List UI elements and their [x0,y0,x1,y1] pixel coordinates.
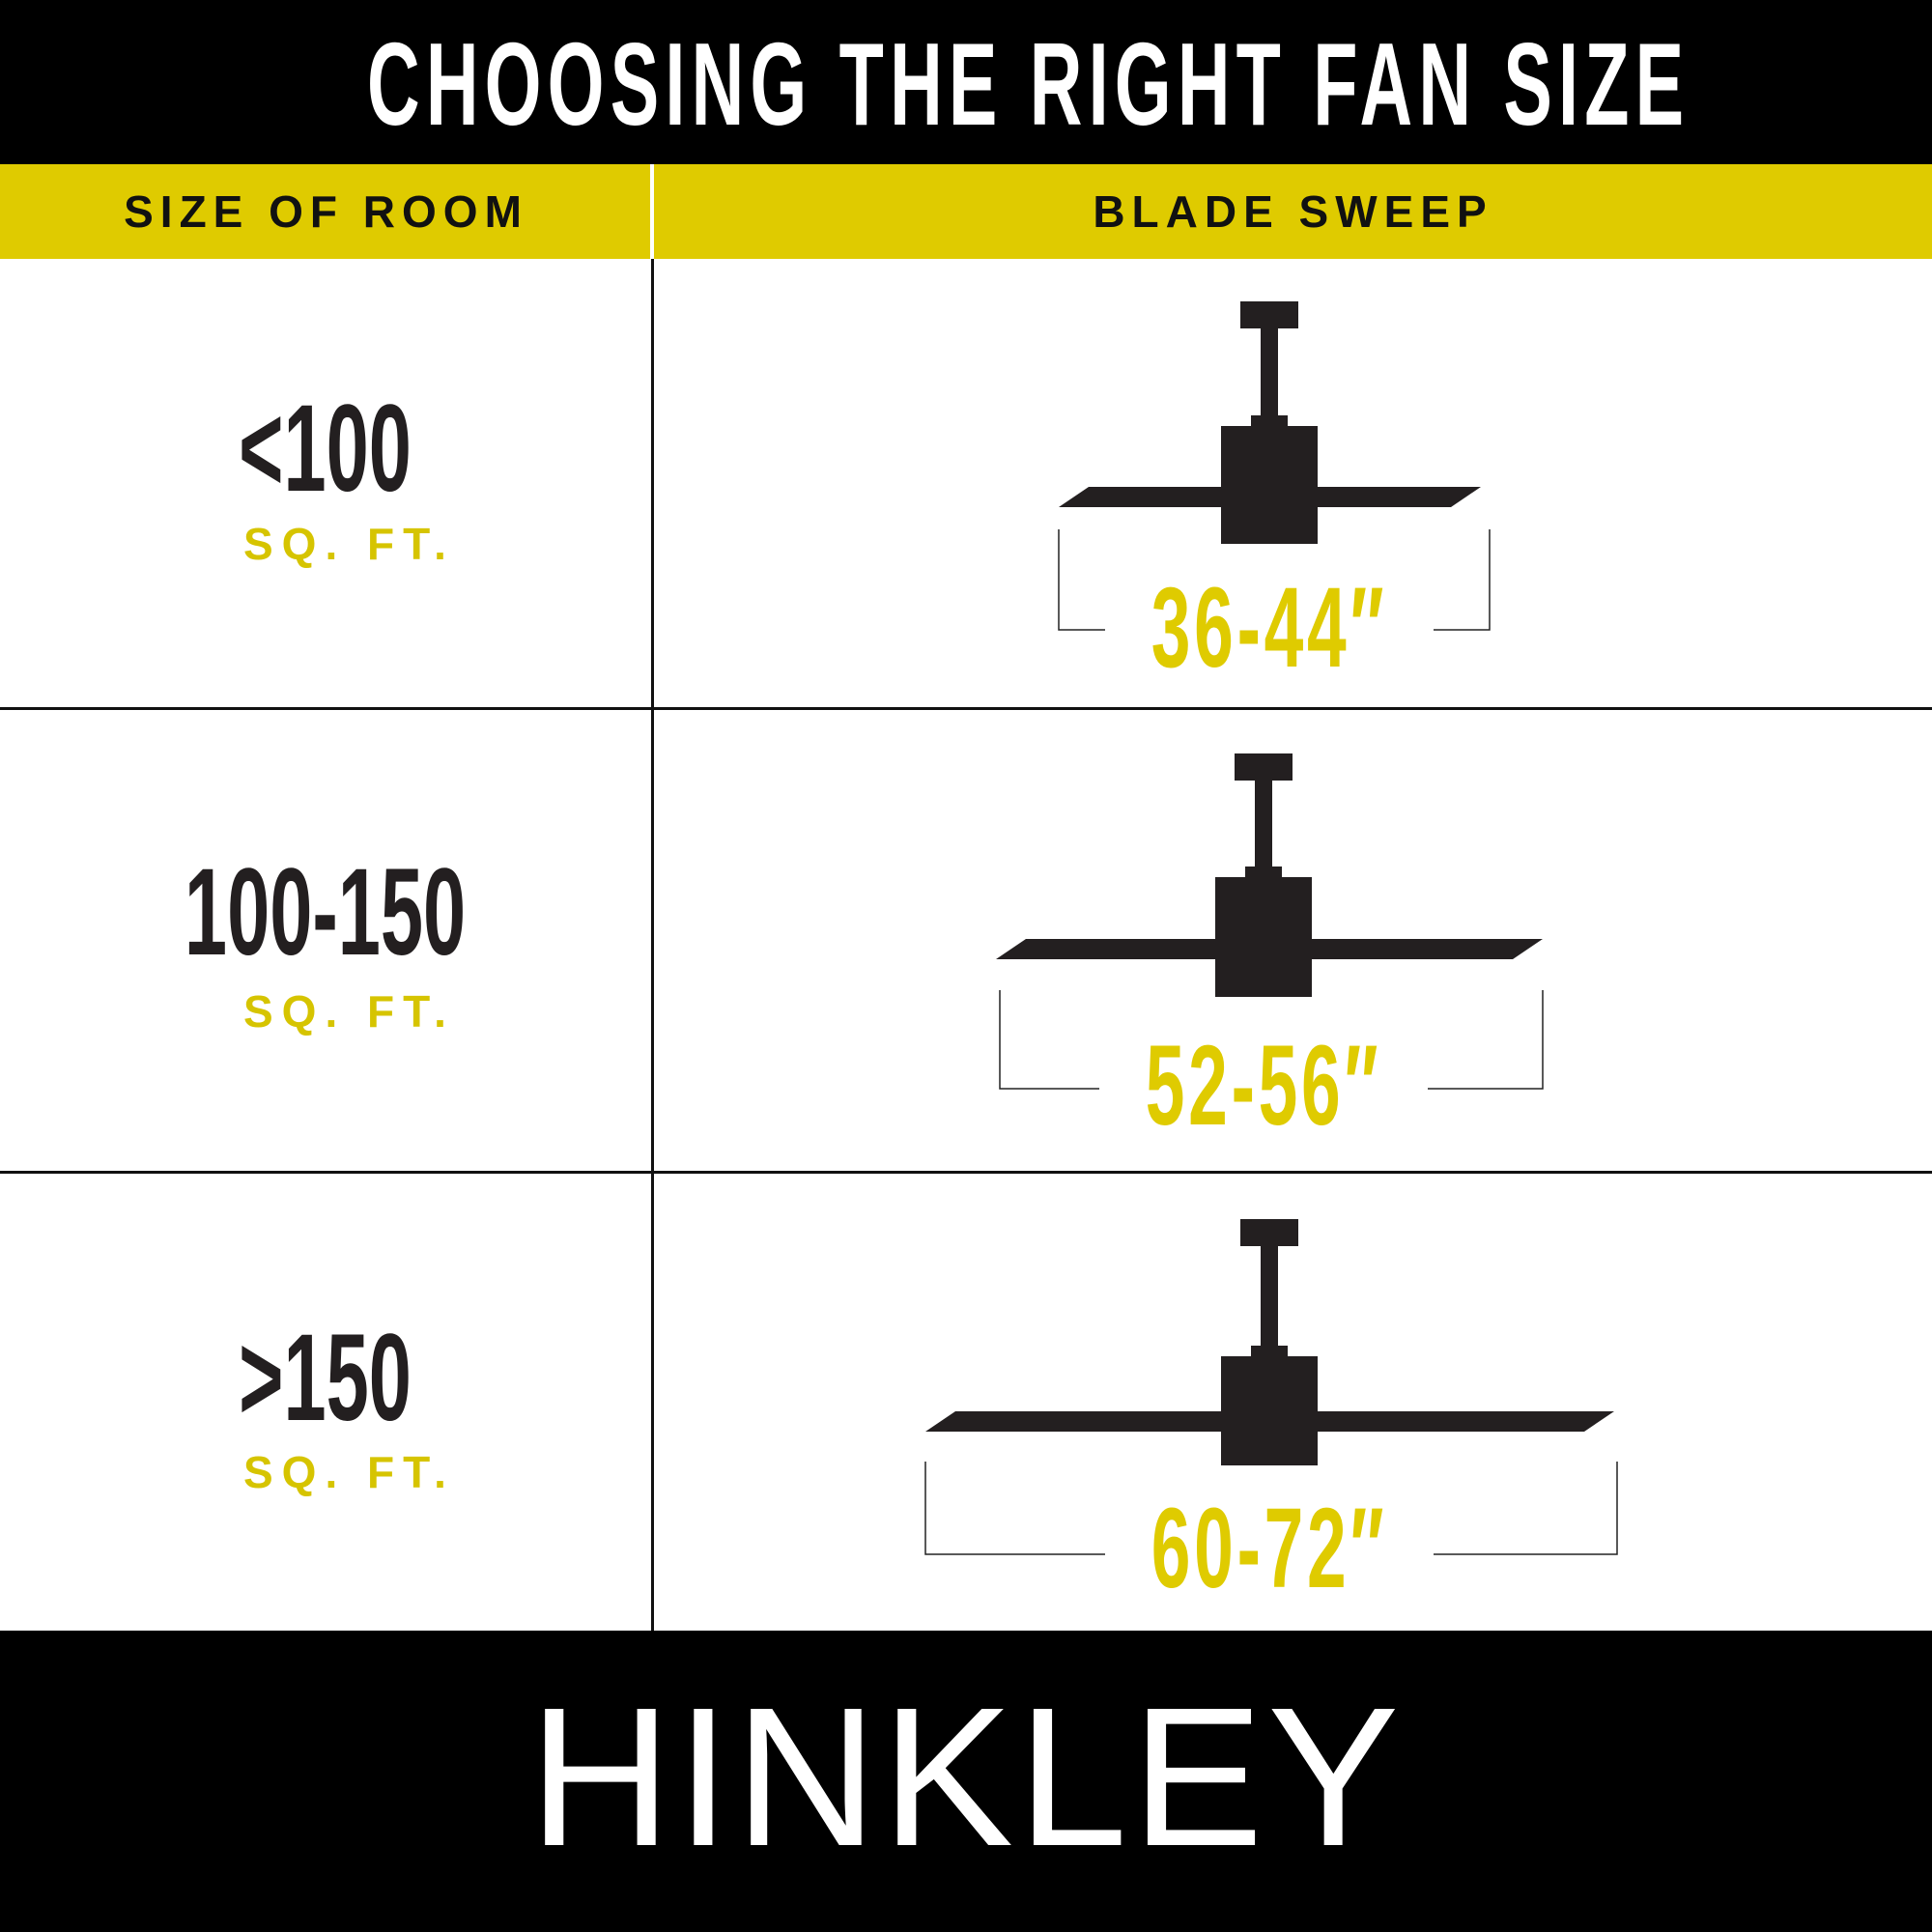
table-header [0,164,1932,259]
sweep-bracket-right [1434,1462,1618,1555]
title-bar [0,0,1932,164]
brand-logo: HINKLEY [528,1666,1404,1888]
room-size: 100-150 [184,843,467,981]
sweep-bracket-right [1428,990,1544,1090]
room-size: >150 [239,1309,412,1447]
left-blade [996,939,1215,959]
downrod [1261,328,1278,415]
motor-housing [1221,426,1318,544]
sweep-bracket-left [924,1462,1105,1555]
footer-bar [0,1631,1932,1932]
ceiling-mount [1240,1219,1298,1246]
collar [1251,415,1288,427]
room-size-unit: SQ. FT. [243,1447,455,1497]
left-blade [925,1411,1221,1432]
ceiling-mount [1240,301,1298,328]
blade-sweep-value: 52-56″ [1146,1021,1381,1149]
room-size-unit: SQ. FT. [243,986,455,1037]
sweep-bracket-right [1434,529,1491,631]
row-divider [0,1171,1932,1174]
motor-housing [1221,1356,1318,1465]
header-blade-sweep: BLADE SWEEP [1093,186,1493,237]
downrod [1255,781,1272,867]
right-blade [1318,487,1481,507]
blade-sweep-value: 36-44″ [1151,563,1387,691]
header-size-of-room: SIZE OF ROOM [124,186,528,237]
ceiling-mount [1235,753,1293,781]
sweep-bracket-left [1058,529,1105,631]
column-divider [651,259,654,1631]
downrod [1261,1246,1278,1346]
header-divider [650,164,654,259]
sweep-bracket-left [999,990,1099,1090]
room-size-unit: SQ. FT. [243,519,455,569]
row-divider [0,707,1932,710]
page-title: CHOOSING THE RIGHT FAN SIZE [367,18,1690,150]
collar [1245,867,1282,878]
right-blade [1318,1411,1614,1432]
motor-housing [1215,877,1312,997]
room-size: <100 [239,380,412,518]
collar [1251,1346,1288,1357]
left-blade [1059,487,1221,507]
blade-sweep-value: 60-72″ [1151,1484,1387,1611]
right-blade [1312,939,1543,959]
